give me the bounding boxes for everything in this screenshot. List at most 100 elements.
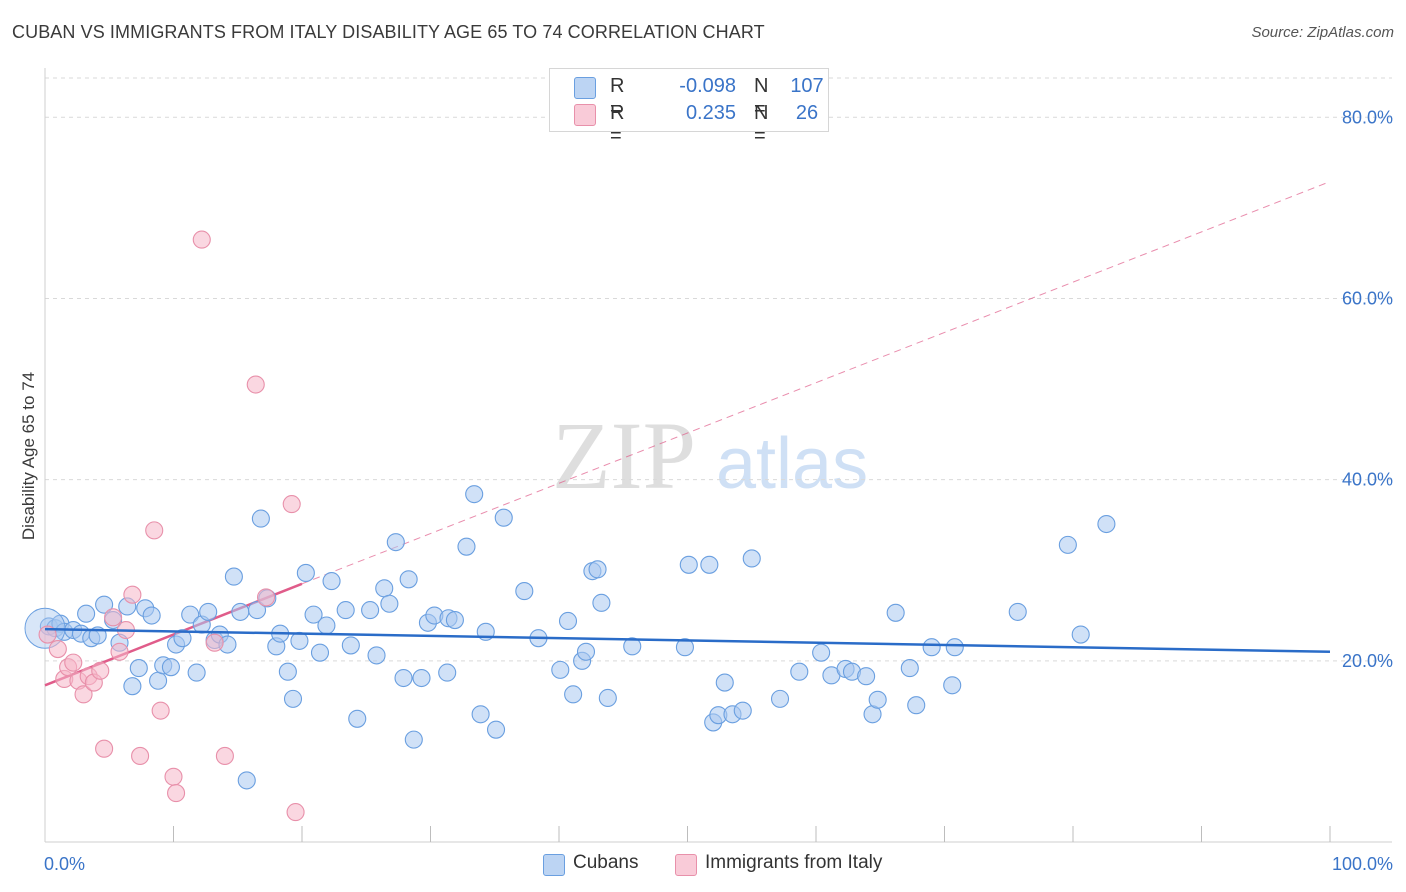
cubans-point (394, 668, 413, 688)
grid-lines (45, 77, 1392, 662)
cubans-point (283, 689, 303, 708)
cubans-point (231, 602, 250, 621)
italy-point (110, 642, 129, 661)
cubans-point (149, 671, 168, 690)
cubans-point (551, 660, 570, 679)
cubans-legend-swatch (543, 854, 565, 876)
cubans-point (317, 616, 336, 635)
watermark-zip: ZIP (552, 402, 696, 509)
y-axis-label: Disability Age 65 to 74 (19, 372, 38, 540)
cubans-trend-line (44, 627, 1331, 654)
italy-point (151, 701, 170, 720)
cubans-point (886, 603, 905, 622)
cubans-point (558, 611, 578, 631)
italy-point (256, 588, 276, 607)
cubans-point (790, 662, 809, 681)
cubans-point (173, 629, 192, 648)
cubans-point (399, 570, 418, 589)
cubans-point (576, 642, 596, 661)
cubans-point (251, 509, 270, 528)
cubans-point (1058, 535, 1077, 554)
tick-labels: 20.0% 40.0% 60.0% 80.0% 0.0% 100.0% (44, 107, 1393, 874)
cubans-legend-label: Cubans (573, 852, 639, 873)
axes (44, 68, 1392, 843)
cubans-point (336, 601, 355, 620)
cubans-point (742, 549, 761, 568)
cubans-point (181, 605, 200, 624)
cubans-point (404, 730, 423, 749)
source-label: Source: ZipAtlas.com (1251, 24, 1394, 41)
italy-point (131, 746, 150, 765)
cubans-point (322, 572, 341, 591)
cubans-point (278, 662, 297, 681)
legend-r-value: 0.235 (685, 102, 736, 124)
italy-point (145, 521, 164, 540)
cubans-point (187, 663, 206, 682)
italy-point (48, 639, 67, 659)
italy-point (167, 784, 186, 803)
cubans-point (77, 604, 96, 623)
cubans-point (348, 709, 367, 728)
cubans-point (199, 602, 218, 621)
italy-point (91, 661, 110, 680)
cubans-point (438, 663, 457, 682)
cubans-point (465, 485, 484, 504)
y-tick-label: 80.0% (1342, 107, 1393, 127)
cubans-point (386, 533, 405, 552)
cubans-point (95, 595, 114, 614)
italy-point (205, 633, 224, 652)
italy-legend-label: Immigrants from Italy (705, 852, 883, 873)
cubans-point (515, 582, 534, 601)
cubans-point (494, 508, 513, 527)
cubans-point (812, 643, 831, 662)
italy-point (192, 230, 211, 249)
cubans-point (445, 611, 464, 630)
cubans-point (592, 593, 611, 612)
cubans-point (623, 637, 642, 656)
cubans-trend-group (44, 627, 1331, 654)
italy-point (64, 653, 83, 672)
italy-point (282, 495, 301, 514)
cubans-point (907, 696, 926, 715)
cubans-point (700, 555, 719, 574)
cubans-point (715, 673, 734, 692)
cubans-point (675, 638, 694, 657)
cubans-point (471, 705, 490, 724)
legend-n-label: N = (754, 75, 769, 120)
italy-legend-swatch (675, 854, 697, 876)
y-tick-label: 20.0% (1342, 651, 1393, 671)
cubans-point (900, 659, 919, 678)
cubans-point (564, 685, 583, 704)
watermark-atlas: atlas (716, 424, 868, 504)
legend-r-label: R = (610, 75, 625, 120)
cubans-point (224, 567, 243, 586)
cubans-point (1071, 625, 1090, 644)
x-tick-label: 0.0% (44, 854, 85, 874)
cubans-point (457, 537, 476, 556)
cubans-point (361, 601, 380, 620)
cubans-point (375, 579, 394, 598)
cubans-point (922, 638, 941, 657)
legend-r-label: R = (610, 102, 625, 147)
cubans-point (857, 667, 876, 686)
cubans-point (1097, 514, 1116, 534)
cubans-point (945, 638, 964, 657)
cubans-point (598, 688, 617, 708)
italy-points (38, 230, 305, 822)
italy-point (74, 685, 93, 704)
y-tick-label: 60.0% (1342, 288, 1393, 308)
cubans-point (943, 676, 962, 695)
legend-n-value: 107 (790, 75, 824, 97)
chart-title: CUBAN VS IMMIGRANTS FROM ITALY DISABILIT… (12, 22, 765, 42)
italy-point (95, 739, 114, 758)
x-tick-label: 100.0% (1332, 854, 1393, 874)
cubans-point (868, 690, 887, 709)
cubans-point (123, 677, 142, 696)
italy-point (123, 585, 142, 604)
italy-point (286, 803, 305, 822)
italy-swatch (574, 104, 596, 126)
italy-trend-extension (301, 181, 1331, 585)
cubans-point (129, 659, 148, 678)
italy-point (246, 375, 265, 394)
